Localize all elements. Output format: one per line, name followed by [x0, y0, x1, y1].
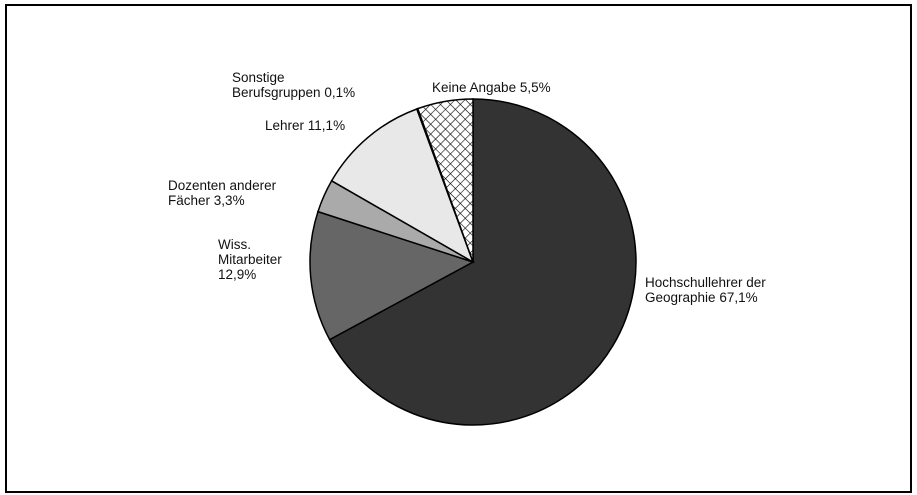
category-label: Dozenten anderer Fächer [168, 178, 277, 208]
slice-label: Lehrer 11,1% [265, 118, 425, 133]
category-label: Lehrer [265, 118, 305, 133]
value-label: 5,5% [519, 80, 551, 95]
pie-slice [416, 98, 474, 263]
category-label: Wiss. Mitarbeiter [218, 237, 282, 267]
slice-label: Hochschullehrer der Geographie 67,1% [645, 275, 810, 305]
slice-label: Sonstige Berufsgruppen 0,1% [232, 70, 360, 100]
slice-label: Keine Angabe 5,5% [432, 80, 632, 95]
pie-slice [330, 108, 475, 264]
frame [5, 4, 912, 493]
value-label: 12,9% [218, 267, 257, 282]
value-label: 0,1% [324, 85, 356, 100]
value-label: 3,3% [213, 193, 245, 208]
pie-slice [328, 98, 637, 426]
slice-label: Wiss. Mitarbeiter 12,9% [218, 237, 288, 282]
pie-slice [309, 210, 475, 341]
category-label: Sonstige Berufsgruppen [232, 70, 321, 100]
value-label: 67,1% [719, 290, 758, 305]
value-label: 11,1% [307, 118, 346, 133]
category-label: Keine Angabe [432, 80, 517, 95]
category-label: Hochschullehrer der Geographie [645, 275, 766, 305]
slice-label: Dozenten anderer Fächer 3,3% [168, 178, 318, 208]
